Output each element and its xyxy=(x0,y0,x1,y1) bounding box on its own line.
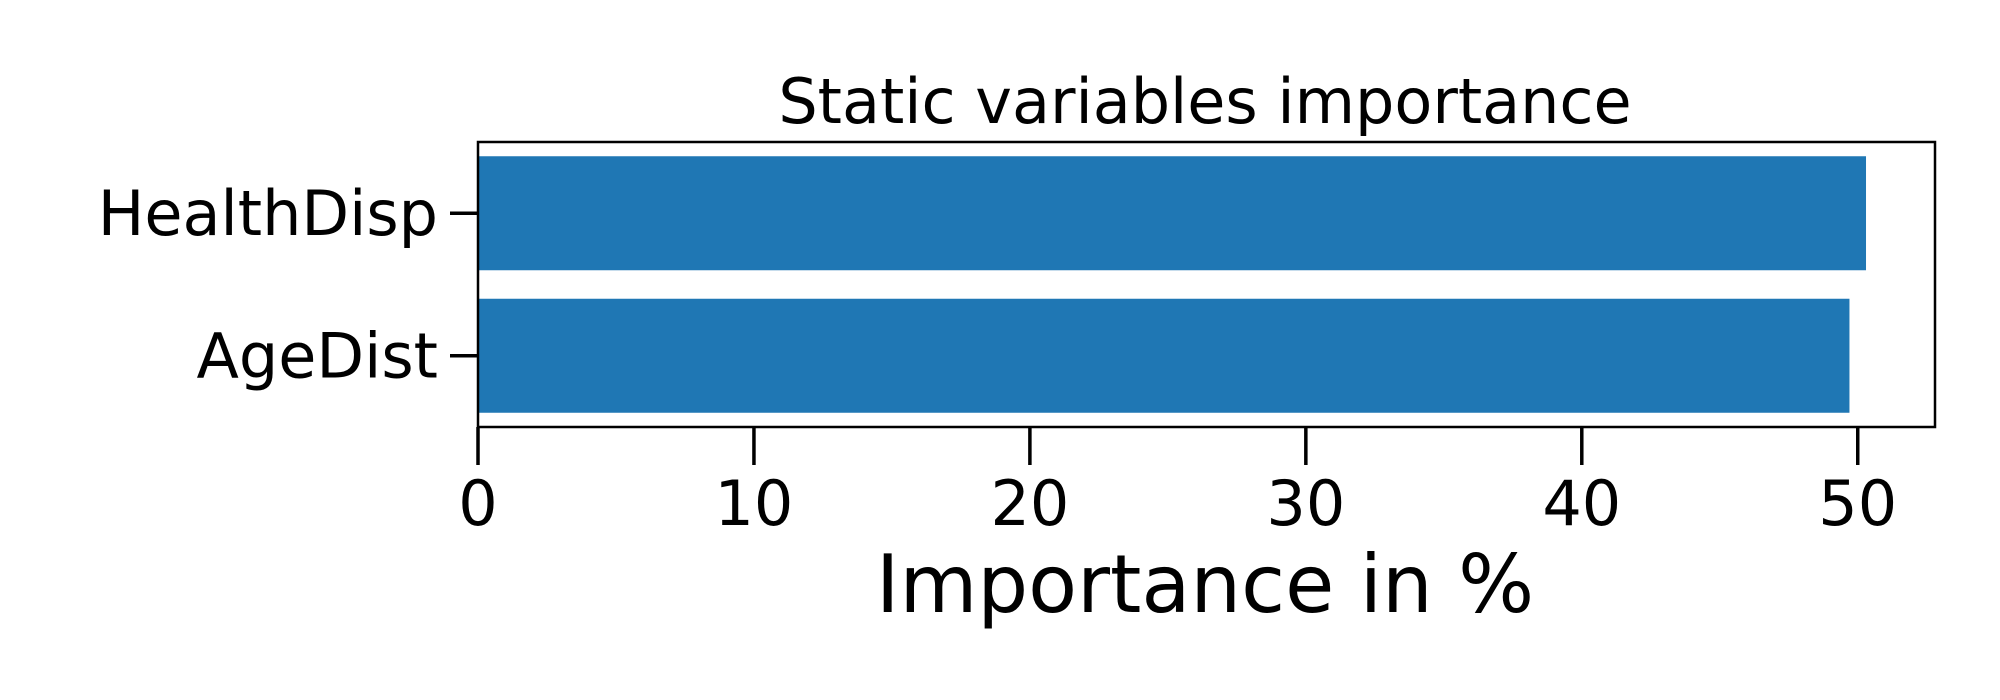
bars xyxy=(478,156,1867,413)
y-tick-label-healthdisp: HealthDisp xyxy=(98,177,438,250)
y-axis: HealthDisp AgeDist xyxy=(98,177,478,392)
axes-frame xyxy=(476,140,1937,429)
x-tick-label-30: 30 xyxy=(1266,467,1345,540)
chart-title: Static variables importance xyxy=(778,65,1631,138)
x-tick-label-50: 50 xyxy=(1818,467,1897,540)
x-tick-label-0: 0 xyxy=(458,467,497,540)
x-tick-label-10: 10 xyxy=(714,467,793,540)
bar-healthdisp xyxy=(478,156,1867,271)
x-axis-label: Importance in % xyxy=(876,538,1534,631)
x-tick-label-40: 40 xyxy=(1542,467,1621,540)
y-tick-label-agedist: AgeDist xyxy=(197,319,439,392)
bar-agedist xyxy=(478,298,1850,413)
x-tick-label-20: 20 xyxy=(990,467,1069,540)
x-axis: 0 10 20 30 40 50 xyxy=(458,427,1897,540)
